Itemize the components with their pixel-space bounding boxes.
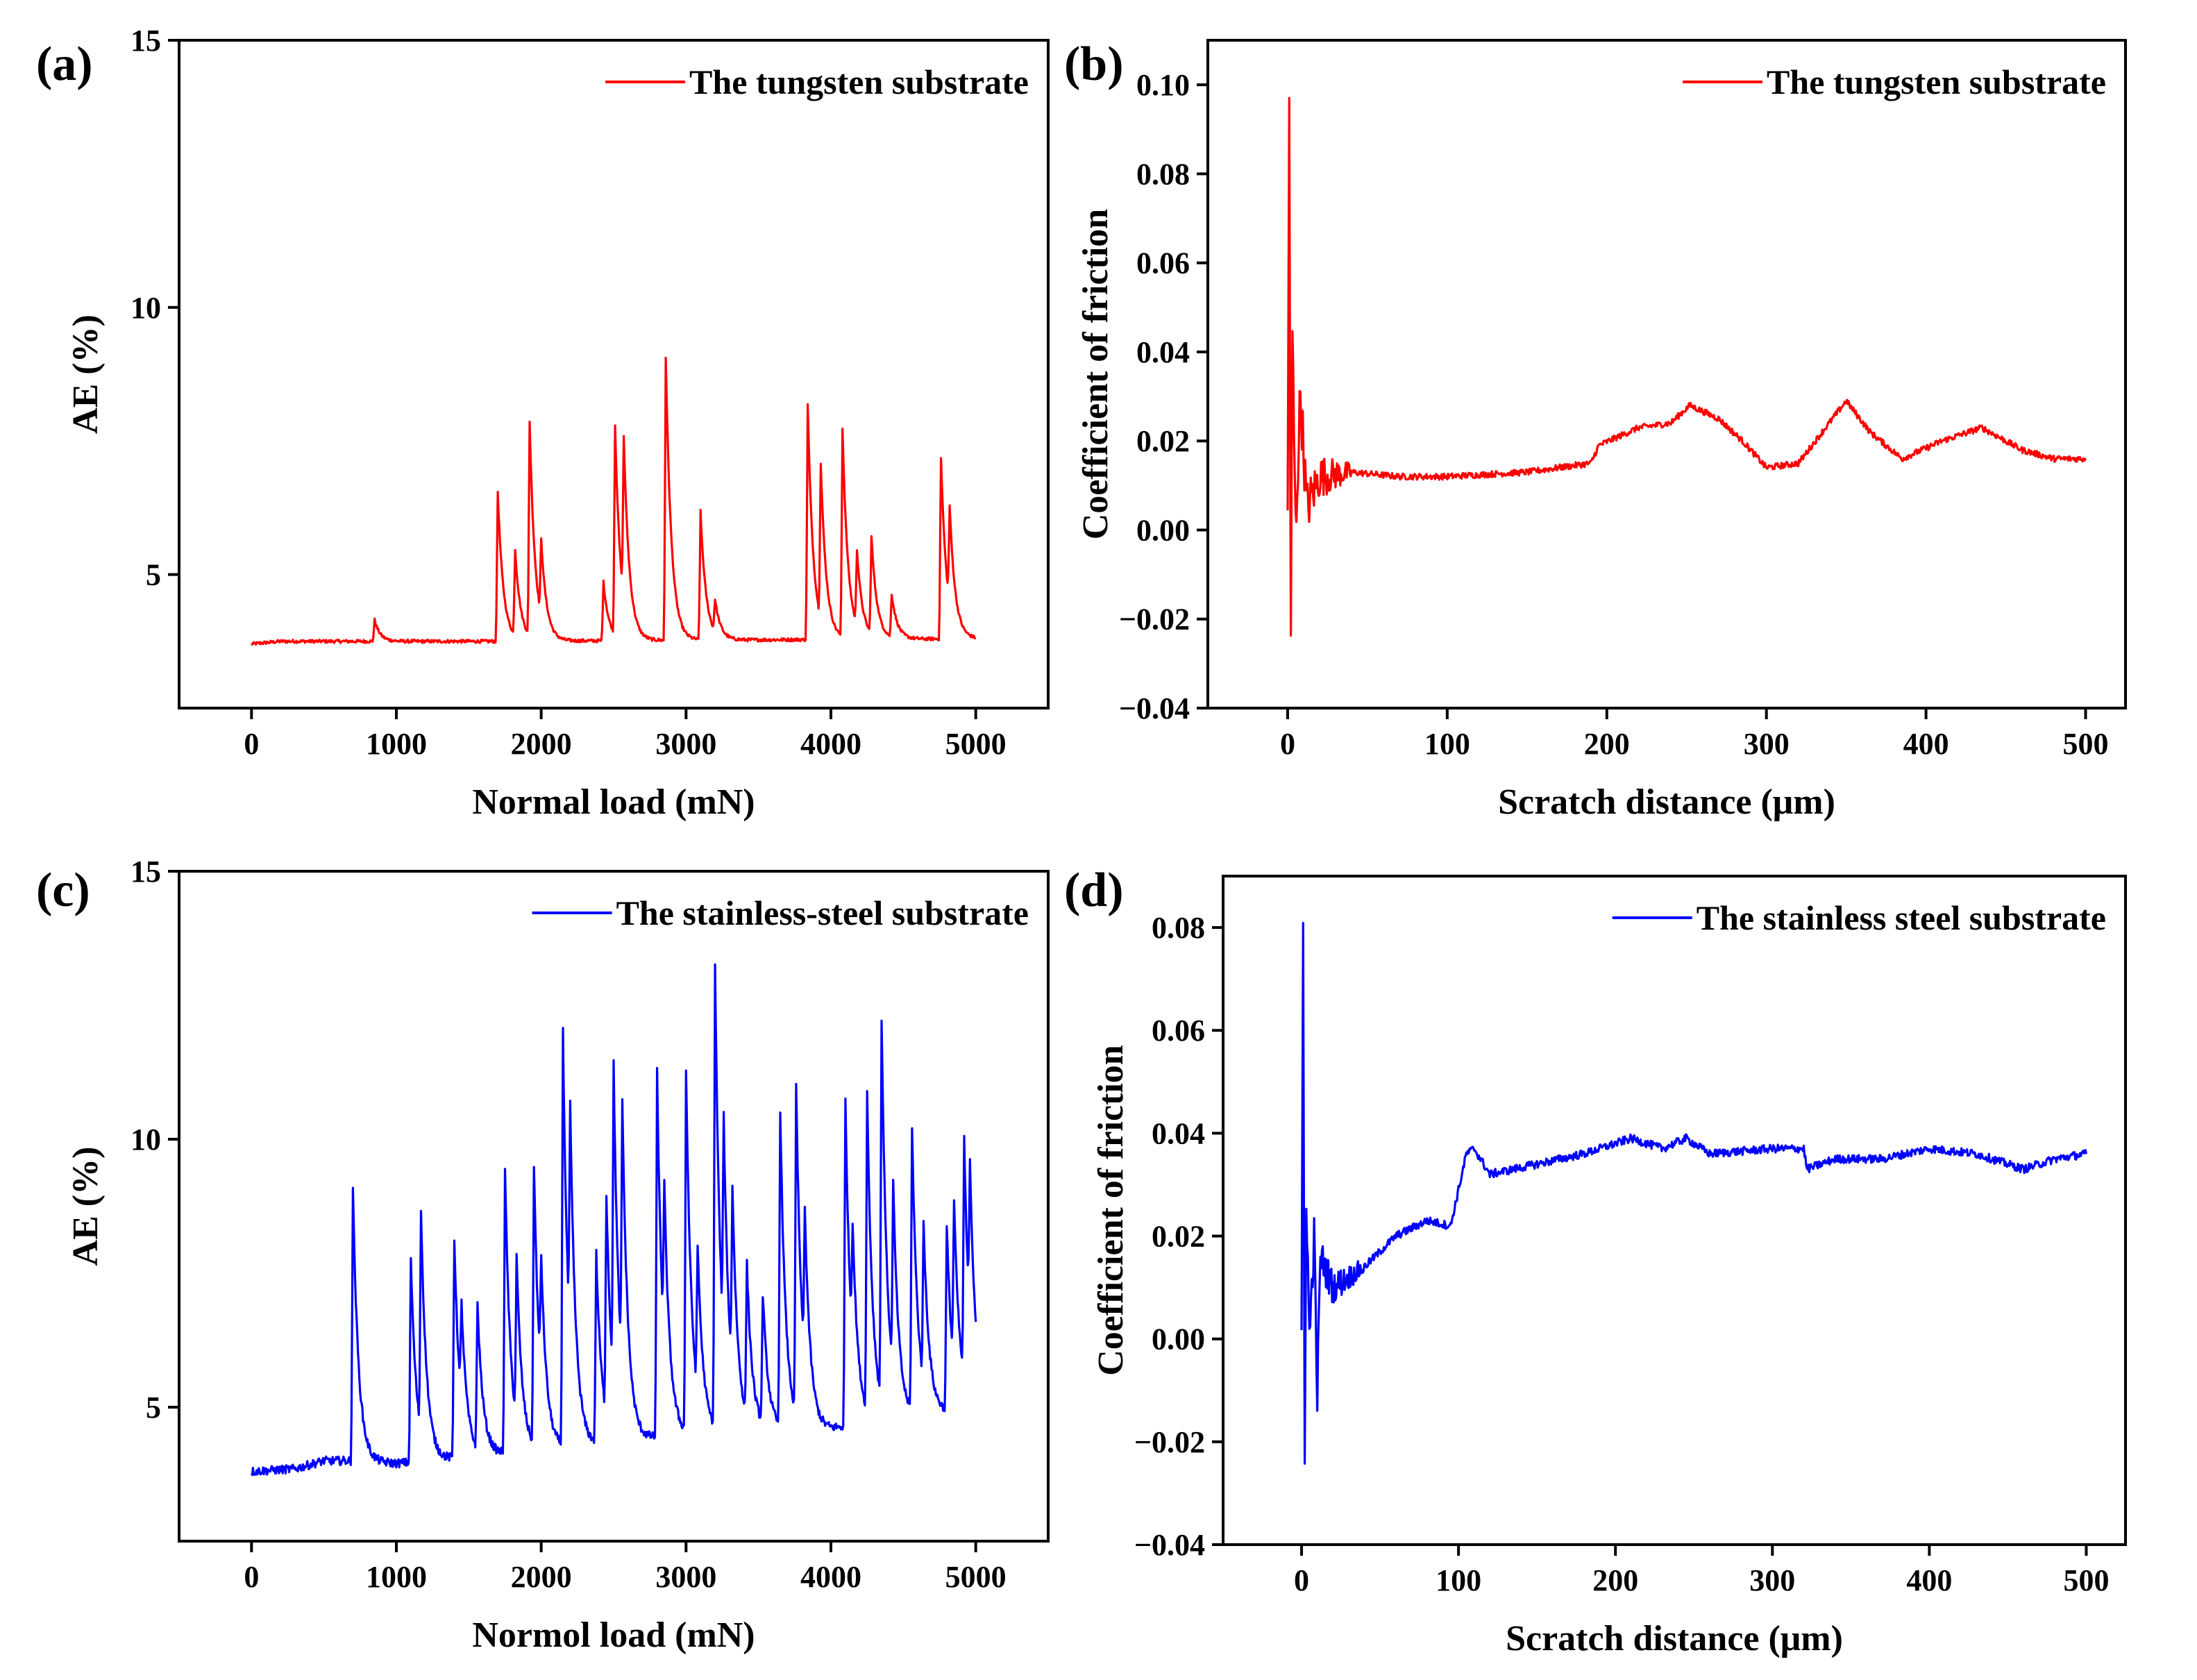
- y-tick-label: 0.08: [1136, 157, 1190, 191]
- x-tick-label: 200: [1584, 727, 1630, 761]
- y-tick-label: 0.10: [1136, 68, 1190, 102]
- panel-b: (b) 0 100 200 300 400 500 −0.04 −0.02 0.00 0.02 0.…: [1064, 37, 2127, 822]
- y-tick-label: 0.08: [1152, 911, 1205, 945]
- y-axis-title: Coefficient of friction: [1076, 209, 1116, 540]
- x-tick-label: 5000: [945, 727, 1007, 761]
- legend-label: The stainless-steel substrate: [616, 893, 1029, 932]
- panel-d: (d) 0 100 200 300 400 500 −0.04 −0.02 0.00 0.02 0.…: [1064, 864, 2127, 1658]
- x-tick-label: 300: [1744, 727, 1790, 761]
- plot-frame: [178, 39, 1050, 709]
- x-axis-title: Scratch distance (μm): [1498, 782, 1835, 822]
- panel-label: (b): [1064, 37, 1124, 91]
- y-tick-label: −0.04: [1119, 691, 1190, 725]
- x-tick-label: 500: [2063, 1563, 2109, 1597]
- y-tick-label: 0.04: [1136, 335, 1190, 369]
- series-line: [1300, 922, 2088, 1465]
- x-tick-label: 3000: [655, 1560, 716, 1594]
- plot-frame: [1222, 875, 2127, 1546]
- x-tick-label: 4000: [800, 727, 861, 761]
- x-tick-label: 0: [244, 1560, 259, 1594]
- y-tick-label: 0.00: [1152, 1322, 1205, 1356]
- plot-frame: [178, 870, 1050, 1543]
- y-tick-label: 0.02: [1136, 424, 1190, 458]
- plot-frame: [1206, 39, 2127, 709]
- panel-label: (d): [1064, 864, 1124, 917]
- y-tick-label: 0.06: [1152, 1014, 1205, 1048]
- x-tick-label: 1000: [366, 1560, 427, 1594]
- legend-label: The tungsten substrate: [1767, 62, 2106, 101]
- y-tick-label: −0.02: [1119, 603, 1190, 637]
- y-axis-title: Coefficient of friction: [1091, 1045, 1131, 1376]
- panel-a: (a) 0 1000 2000 3000 4000 5000 5 10 15 Normal loa…: [36, 24, 1050, 822]
- x-tick-label: 2000: [511, 1560, 572, 1594]
- panel-c: (c) 0 1000 2000 3000 4000 5000 5 10 15 Normol loa…: [36, 855, 1050, 1655]
- y-tick-label: 0.00: [1136, 513, 1190, 547]
- y-tick-label: 10: [131, 291, 161, 325]
- y-tick-label: 0.06: [1136, 246, 1190, 280]
- x-tick-label: 0: [244, 727, 259, 761]
- panel-label: (c): [36, 864, 90, 917]
- y-tick-label: −0.02: [1134, 1425, 1205, 1459]
- x-tick-label: 100: [1436, 1563, 1481, 1597]
- x-axis-title: Scratch distance (μm): [1506, 1619, 1843, 1658]
- x-tick-label: 500: [2063, 727, 2109, 761]
- series-line: [1286, 96, 2087, 637]
- panel-label: (a): [36, 37, 93, 91]
- x-tick-label: 4000: [800, 1560, 861, 1594]
- y-axis-title: AE (%): [66, 314, 106, 434]
- x-tick-label: 0: [1280, 727, 1295, 761]
- x-tick-label: 100: [1424, 727, 1470, 761]
- y-tick-label: 5: [146, 558, 161, 592]
- x-tick-label: 0: [1294, 1563, 1309, 1597]
- y-tick-label: −0.04: [1134, 1528, 1205, 1562]
- y-tick-label: 0.02: [1152, 1220, 1205, 1254]
- x-tick-label: 5000: [945, 1560, 1007, 1594]
- y-tick-label: 10: [131, 1123, 161, 1157]
- y-tick-label: 15: [131, 24, 161, 58]
- x-axis-title: Normal load (mN): [472, 782, 755, 822]
- x-tick-label: 400: [1903, 727, 1949, 761]
- legend-label: The stainless steel substrate: [1697, 898, 2106, 937]
- x-tick-label: 400: [1906, 1563, 1952, 1597]
- series-line: [250, 356, 977, 646]
- y-tick-label: 15: [131, 855, 161, 889]
- y-axis-title: AE (%): [66, 1147, 106, 1266]
- legend-label: The tungsten substrate: [689, 62, 1029, 101]
- y-tick-label: 0.04: [1152, 1116, 1205, 1150]
- series-line: [250, 963, 977, 1477]
- x-tick-label: 2000: [511, 727, 572, 761]
- x-tick-label: 3000: [655, 727, 716, 761]
- x-tick-label: 300: [1749, 1563, 1795, 1597]
- y-tick-label: 5: [146, 1391, 161, 1425]
- x-axis-title: Normol load (mN): [472, 1615, 755, 1655]
- x-tick-label: 1000: [366, 727, 427, 761]
- x-tick-label: 200: [1592, 1563, 1638, 1597]
